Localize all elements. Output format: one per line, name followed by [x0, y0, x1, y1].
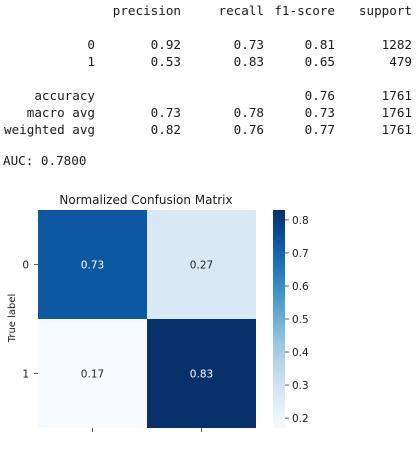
cell-value-label: 0.83 [190, 369, 213, 381]
colorbar-tick-label: 0.2 [292, 413, 309, 425]
support-value: 1761 [381, 88, 412, 103]
support-value: 1282 [381, 37, 412, 52]
heatmap-cell [38, 210, 147, 319]
f1-value: 0.77 [304, 122, 335, 137]
support-value: 479 [389, 54, 412, 69]
f1-value: 0.76 [304, 88, 335, 103]
f1-value: 0.81 [304, 37, 335, 52]
f1-value: 0.73 [304, 105, 335, 120]
heatmap-cell [147, 210, 256, 319]
f1-score-header: f1-score [274, 3, 335, 18]
colorbar: 0.2 0.3 0.4 0.5 0.6 0.7 0.8 [273, 210, 309, 428]
row-label: weighted avg [4, 122, 95, 137]
precision-value: 0.82 [150, 122, 181, 137]
cell-value-label: 0.17 [81, 369, 104, 381]
precision-value: 0.53 [150, 54, 181, 69]
heatmap-cells: 0.73 0.27 0.17 0.83 [38, 210, 256, 428]
report-row-accuracy: accuracy 0.76 1761 [0, 88, 416, 105]
support-value: 1761 [381, 105, 412, 120]
cell-value-label: 0.27 [190, 260, 213, 272]
y-tick-label: 0 [22, 260, 29, 272]
row-label: accuracy [34, 88, 95, 103]
row-label: 1 [87, 54, 95, 69]
recall-value: 0.83 [233, 54, 264, 69]
recall-header: recall [218, 3, 265, 18]
recall-value: 0.73 [233, 37, 264, 52]
colorbar-tick-label: 0.6 [292, 281, 309, 293]
row-label: macro avg [26, 105, 95, 120]
recall-value: 0.76 [233, 122, 264, 137]
report-row-macro-avg: macro avg 0.73 0.78 0.73 1761 [0, 105, 416, 122]
f1-value: 0.65 [304, 54, 335, 69]
auc-score: AUC: 0.7800 [3, 153, 87, 168]
heatmap-cell [147, 319, 256, 428]
precision-header: precision [112, 3, 181, 18]
report-row-class-0: 0 0.92 0.73 0.81 1282 [0, 37, 416, 54]
support-value: 1761 [381, 122, 412, 137]
heatmap-cell [38, 319, 147, 428]
support-header: support [358, 3, 412, 18]
colorbar-gradient [273, 210, 285, 428]
confusion-matrix-chart: Normalized Confusion Matrix True label 0… [7, 193, 309, 432]
y-axis-label: True label [7, 294, 18, 344]
colorbar-tick-label: 0.8 [292, 215, 309, 227]
precision-value: 0.92 [150, 37, 181, 52]
colorbar-tick-label: 0.7 [292, 248, 309, 260]
report-row-weighted-avg: weighted avg 0.82 0.76 0.77 1761 [0, 122, 416, 139]
y-tick-label: 1 [22, 369, 29, 381]
precision-value: 0.73 [150, 105, 181, 120]
row-label: 0 [87, 37, 95, 52]
report-row-class-1: 1 0.53 0.83 0.65 479 [0, 54, 416, 71]
colorbar-tick-label: 0.3 [292, 380, 309, 392]
chart-title: Normalized Confusion Matrix [59, 193, 232, 207]
cell-value-label: 0.73 [81, 260, 104, 272]
report-header-row: precision recall f1-score support [0, 3, 416, 20]
recall-value: 0.78 [233, 105, 264, 120]
colorbar-tick-label: 0.5 [292, 314, 309, 326]
axis-ticks: 0101 [22, 260, 202, 432]
colorbar-tick-label: 0.4 [292, 347, 309, 359]
